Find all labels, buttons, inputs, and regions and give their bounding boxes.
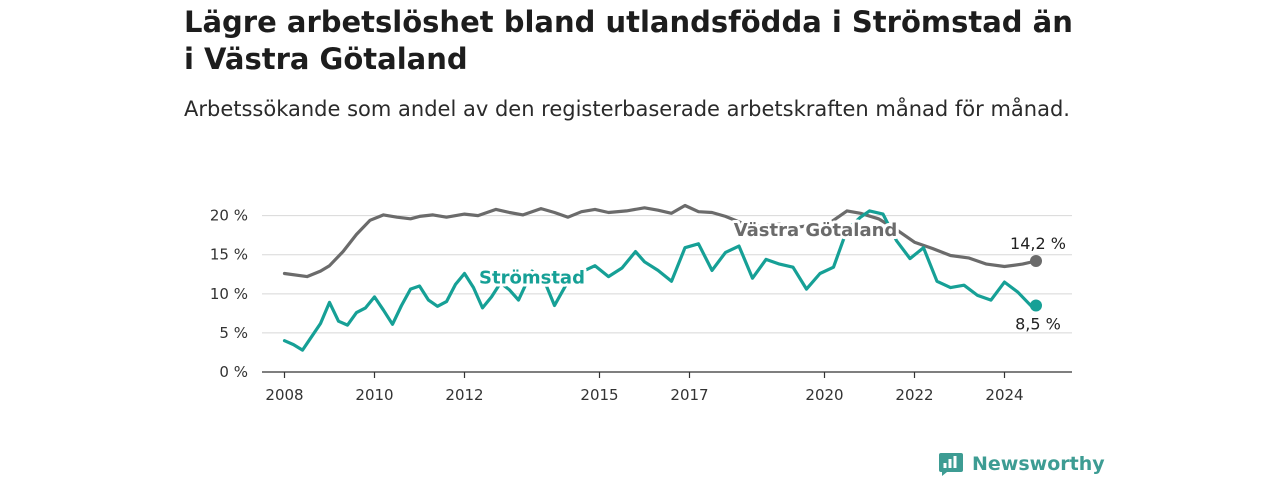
series-end-label-1: 8,5 %: [1015, 315, 1061, 334]
x-tick-label: 2008: [265, 386, 303, 404]
x-tick-label: 2010: [355, 386, 393, 404]
series-line-0: [282, 203, 1038, 279]
x-tick-label: 2024: [985, 386, 1023, 404]
chart-title: Lägre arbetslöshet bland utlandsfödda i …: [184, 5, 1073, 76]
x-tick-label: 2017: [670, 386, 708, 404]
axes: 0 % 5 % 10 % 15 % 20 % 2008 2010 2012 2015 2017 20…: [210, 207, 1072, 404]
brand-logo: Newsworthy: [938, 450, 1105, 478]
series-labels: 14,2 % 8,5 % Västra Götaland Strömstad: [476, 217, 1066, 334]
y-tick-label: 10 %: [210, 285, 248, 303]
series-name-label-1: Strömstad: [479, 268, 585, 289]
series-end-point-0: [1030, 254, 1042, 267]
chart-subtitle: Arbetssökande som andel av den registerb…: [184, 97, 1070, 121]
series-line-1: [282, 209, 1038, 352]
grid-lines: [262, 215, 1072, 334]
series-name-label-0: Västra Götaland: [734, 220, 898, 241]
y-tick-label: 15 %: [210, 246, 248, 264]
y-tick-label: 20 %: [210, 207, 248, 225]
series-end-point-1: [1030, 299, 1042, 312]
newsworthy-logo-icon: [939, 453, 963, 476]
series-lines: [282, 203, 1042, 352]
brand-name: Newsworthy: [972, 453, 1105, 475]
y-tick-label: 0 %: [219, 363, 248, 381]
x-tick-label: 2020: [805, 386, 843, 404]
line-chart: 0 % 5 % 10 % 15 % 20 % 2008 2010 2012 2015 2017 20…: [210, 203, 1072, 404]
y-tick-label: 5 %: [219, 324, 248, 342]
x-tick-label: 2015: [580, 386, 618, 404]
x-tick-label: 2022: [895, 386, 933, 404]
x-tick-label: 2012: [445, 386, 483, 404]
series-end-label-0: 14,2 %: [1010, 234, 1066, 253]
